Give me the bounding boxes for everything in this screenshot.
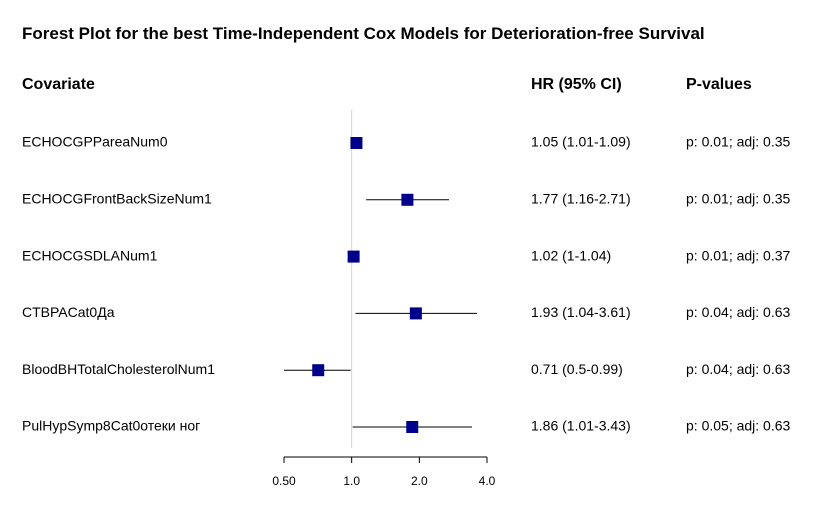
- chart-title: Forest Plot for the best Time-Independen…: [22, 24, 705, 43]
- covariate-label: ECHOCGSDLANum1: [22, 247, 158, 263]
- hr-ci-label: 1.93 (1.04-3.61): [531, 304, 631, 320]
- hr-marker: [406, 421, 419, 433]
- hr-ci-label: 1.02 (1-1.04): [531, 247, 611, 263]
- p-value-label: p: 0.01; adj: 0.35: [686, 134, 791, 150]
- p-value-label: p: 0.01; adj: 0.35: [686, 191, 791, 207]
- x-tick-label: 4.0: [479, 474, 496, 488]
- hr-ci-label: 1.77 (1.16-2.71): [531, 191, 631, 207]
- covariate-label: BloodBHTotalCholesterolNum1: [22, 361, 215, 377]
- hr-ci-label: 0.71 (0.5-0.99): [531, 361, 623, 377]
- hr-marker: [350, 137, 363, 149]
- x-tick-label: 1.0: [343, 474, 360, 488]
- hr-ci-label: 1.86 (1.01-3.43): [531, 418, 631, 434]
- hr-marker: [312, 364, 325, 377]
- p-value-label: p: 0.04; adj: 0.63: [686, 304, 791, 320]
- p-value-label: p: 0.04; adj: 0.63: [686, 361, 791, 377]
- hr-marker: [347, 250, 360, 263]
- hr-marker: [401, 193, 414, 206]
- header-p-values: P-values: [686, 76, 752, 93]
- x-tick-label: 2.0: [411, 474, 428, 488]
- hr-marker: [409, 307, 422, 320]
- header-hr: HR (95% CI): [531, 76, 622, 93]
- covariate-label: ECHOCGFrontBackSizeNum1: [22, 191, 212, 207]
- covariate-label: ECHOCGPPareaNum0: [22, 134, 168, 150]
- covariate-label: CTBPACat0Да: [22, 304, 115, 320]
- p-value-label: p: 0.05; adj: 0.63: [686, 418, 791, 434]
- hr-ci-label: 1.05 (1.01-1.09): [531, 134, 631, 150]
- p-value-label: p: 0.01; adj: 0.37: [686, 247, 791, 263]
- header-covariate: Covariate: [22, 76, 95, 93]
- x-tick-label: 0.50: [272, 474, 296, 488]
- covariate-label: PulHypSymp8Cat0отеки ног: [22, 418, 200, 434]
